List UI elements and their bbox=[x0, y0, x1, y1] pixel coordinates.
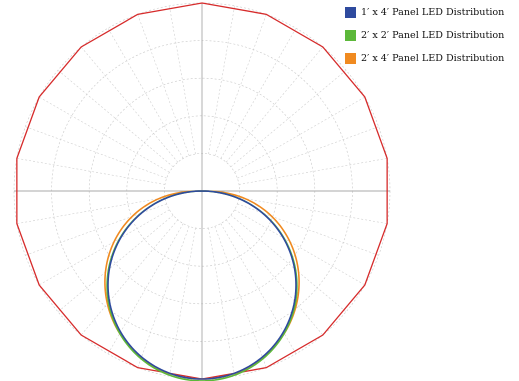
grid-spoke bbox=[220, 28, 297, 159]
grid-spoke bbox=[230, 214, 347, 313]
legend-label-1x4: 1′ x 4′ Panel LED Distribution bbox=[361, 6, 505, 18]
legend-swatch-1x4 bbox=[345, 6, 356, 18]
grid-spoke bbox=[225, 46, 324, 163]
grid-spoke bbox=[57, 69, 174, 168]
grid-spoke bbox=[208, 5, 235, 155]
grid-spoke bbox=[39, 209, 170, 286]
legend-swatch-2x2 bbox=[345, 29, 356, 41]
legend-item-1x4: 1′ x 4′ Panel LED Distribution bbox=[345, 6, 504, 18]
legend-item-2x2: 2′ x 2′ Panel LED Distribution bbox=[345, 29, 504, 41]
series-curve-1 bbox=[107, 190, 297, 380]
grid-spoke bbox=[214, 14, 267, 156]
grid-spoke bbox=[234, 209, 365, 286]
grid-spoke bbox=[234, 96, 365, 173]
grid-spoke bbox=[230, 69, 347, 168]
legend-label-2x4: 2′ x 4′ Panel LED Distribution bbox=[361, 52, 505, 64]
grid-spoke bbox=[237, 203, 379, 256]
grid-spoke bbox=[238, 158, 388, 185]
grid-spoke bbox=[80, 219, 179, 336]
grid-spoke bbox=[169, 5, 196, 155]
grid-spoke bbox=[137, 14, 190, 156]
grid-spoke bbox=[107, 28, 184, 159]
grid-spoke bbox=[214, 226, 267, 368]
grid-spoke bbox=[39, 96, 170, 173]
grid-spoke bbox=[16, 197, 166, 224]
legend-item-2x4: 2′ x 4′ Panel LED Distribution bbox=[345, 52, 504, 64]
grid-spoke bbox=[225, 219, 324, 336]
grid-spoke bbox=[16, 158, 166, 185]
grid-spoke bbox=[80, 46, 179, 163]
grid-spoke bbox=[25, 126, 167, 179]
grid-spoke bbox=[208, 227, 235, 377]
grid-spoke bbox=[169, 227, 196, 377]
legend-swatch-2x4 bbox=[345, 52, 356, 64]
grid-spoke bbox=[57, 214, 174, 313]
grid-spoke bbox=[25, 203, 167, 256]
legend: 1′ x 4′ Panel LED Distribution 2′ x 2′ P… bbox=[345, 6, 504, 75]
grid-spoke bbox=[238, 197, 388, 224]
grid-spoke bbox=[237, 126, 379, 179]
legend-label-2x2: 2′ x 2′ Panel LED Distribution bbox=[361, 29, 505, 41]
grid-spoke bbox=[137, 226, 190, 368]
